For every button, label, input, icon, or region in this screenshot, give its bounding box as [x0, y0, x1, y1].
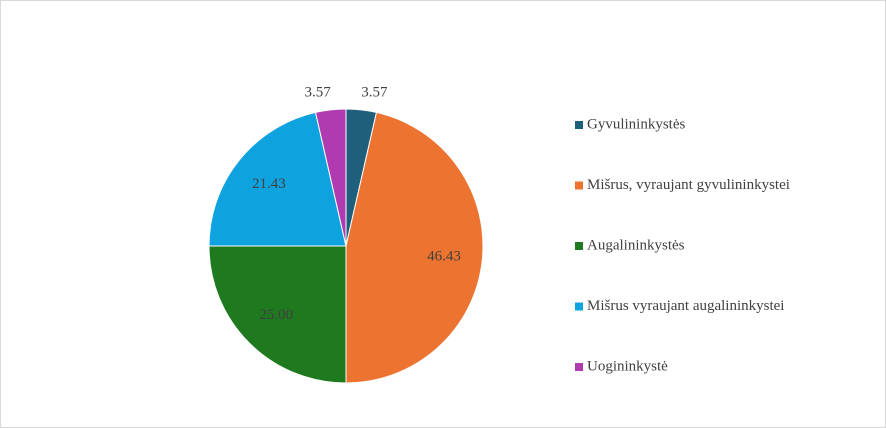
legend-swatch: [575, 242, 583, 250]
legend-swatch: [575, 302, 583, 311]
legend-swatch: [575, 363, 583, 371]
legend-swatch: [575, 181, 583, 190]
legend-label: Mišrus, vyraujant gyvulininkystei: [587, 177, 790, 193]
pie-slice: [345, 111, 484, 384]
data-label: 21.43: [252, 176, 286, 192]
legend-label: Augalininkystės: [587, 237, 685, 253]
pie-slice: [314, 108, 347, 247]
legend-label: Uogininkystė: [587, 358, 668, 374]
data-label: 3.57: [305, 84, 332, 100]
data-label: 3.57: [361, 84, 388, 100]
data-label: 25.00: [259, 307, 293, 323]
legend-swatch: [575, 121, 583, 129]
legend-label: Gyvulininkystės: [587, 116, 685, 132]
legend-label: Mišrus vyraujant augalininkystei: [587, 298, 784, 314]
data-label: 46.43: [427, 248, 461, 264]
pie-slice: [208, 245, 347, 384]
pie-slice: [208, 111, 347, 247]
